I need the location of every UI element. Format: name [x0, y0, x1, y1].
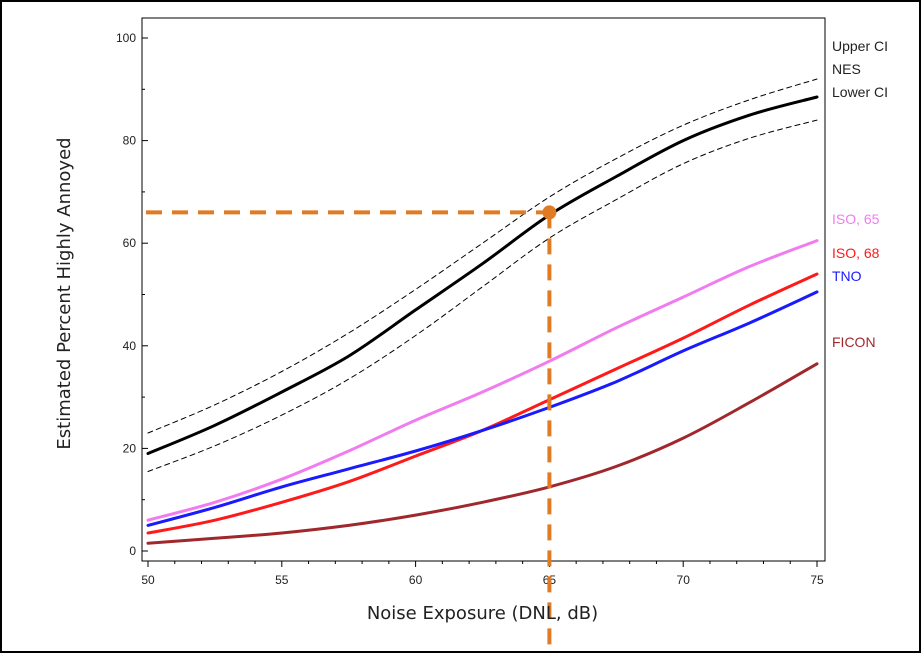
y-tick-label: 100	[116, 31, 136, 45]
series-lines	[146, 78, 819, 545]
annotation-marker	[542, 205, 557, 220]
y-tick-label: 20	[123, 441, 137, 455]
reference-annotation	[146, 205, 557, 651]
x-tick-label: 70	[677, 573, 691, 587]
legend-label: FICON	[832, 334, 876, 350]
legend-label: NES	[832, 61, 861, 77]
x-tick-label: 75	[810, 573, 824, 587]
x-tick-label: 60	[409, 573, 423, 587]
x-tick-label: 50	[141, 573, 155, 587]
series-line-tno	[146, 290, 819, 527]
plot-area	[141, 17, 826, 562]
x-axis-ticks: 505560657075	[141, 561, 824, 587]
series-line-ficon	[146, 362, 819, 545]
legend-label: Upper CI	[832, 38, 888, 54]
y-tick-label: 60	[123, 236, 137, 250]
y-tick-label: 0	[129, 544, 136, 558]
series-line-upper-ci	[147, 78, 818, 434]
x-axis-title: Noise Exposure (DNL, dB)	[367, 603, 598, 624]
series-line-nes	[146, 95, 819, 455]
y-tick-label: 80	[123, 134, 137, 148]
series-line-iso-68	[146, 272, 819, 535]
series-line-iso-65	[146, 239, 819, 522]
y-axis-title: Estimated Percent Highly Annoyed	[54, 137, 75, 449]
legend-label: TNO	[832, 268, 862, 284]
y-axis-ticks: 0 20 40 60 80 100	[116, 31, 148, 558]
legend-label: ISO, 65	[832, 211, 880, 227]
legend-label: Lower CI	[832, 84, 888, 100]
x-tick-label: 55	[275, 573, 289, 587]
legend: Upper CI NES Lower CI ISO, 65 ISO, 68 TNO FICO…	[832, 38, 888, 350]
y-tick-label: 40	[123, 339, 137, 353]
legend-label: ISO, 68	[832, 245, 880, 261]
series-line-lower-ci	[147, 119, 818, 472]
